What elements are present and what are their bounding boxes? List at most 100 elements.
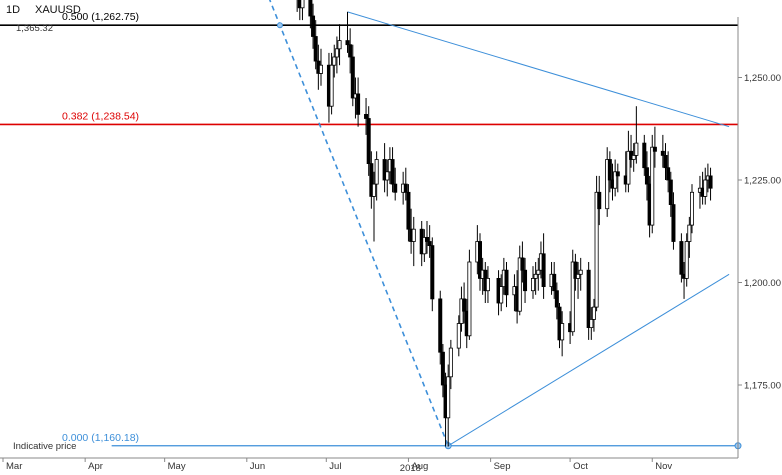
fib-level-label: 0.500 (1,262.75)	[62, 11, 139, 23]
candle	[300, 0, 305, 21]
candle-body-up	[626, 150, 631, 185]
candle-body-up	[613, 171, 618, 189]
candle	[499, 274, 504, 312]
triangle-upper-line[interactable]	[347, 11, 730, 128]
candle-body-up	[594, 191, 599, 308]
candle-body-up	[578, 269, 583, 275]
candle-body-up	[703, 179, 708, 197]
fibonacci-retracement[interactable]: 1.000 (1,365.32)0.618 (1,286.96)0.500 (1…	[0, 0, 742, 450]
candle	[650, 134, 655, 234]
price-tick-label: 1,175.00	[744, 381, 781, 392]
time-axis[interactable]: Mar Apr May Jun Jul Aug Sep Oct Nov 2018	[0, 457, 738, 474]
candle	[356, 77, 361, 127]
candle-body-down	[552, 273, 557, 292]
candle	[430, 237, 435, 312]
candle-body-up	[687, 224, 692, 242]
candle-body-up	[531, 277, 536, 292]
candle-body-up	[448, 347, 453, 378]
candle	[345, 11, 350, 53]
candle	[448, 339, 453, 390]
candle	[660, 134, 665, 168]
candle	[308, 0, 313, 29]
candle-body-down	[668, 179, 673, 206]
candle-body-up	[536, 269, 541, 275]
candle	[576, 262, 581, 299]
triangle-lower-line[interactable]	[447, 273, 730, 447]
candle-body-down	[644, 167, 649, 185]
candle-body-down	[308, 0, 313, 17]
candle-body-up	[334, 48, 339, 58]
time-tick-label: Aug	[411, 461, 428, 472]
candle	[607, 151, 612, 193]
time-tick-label: Jul	[329, 461, 341, 472]
candle-body-up	[634, 142, 639, 156]
candle	[382, 143, 387, 193]
candle-body-down	[369, 163, 374, 197]
trendline-mid-handle[interactable]	[276, 22, 283, 29]
candle-body-down	[393, 183, 398, 193]
time-tick-label: Oct	[573, 461, 588, 472]
candle-body-down	[364, 114, 369, 119]
candle	[570, 249, 575, 336]
candle	[411, 216, 416, 267]
candle-body-down	[586, 269, 591, 329]
candle-body-up	[300, 0, 305, 9]
candle-body-up	[650, 146, 655, 226]
candle-body-down	[356, 93, 361, 115]
candle	[427, 225, 432, 258]
candle	[690, 184, 695, 234]
candle	[591, 298, 596, 332]
price-axis[interactable]: 1,175.001,200.001,225.001,250.001,275.00…	[737, 0, 781, 458]
candle-body-up	[605, 159, 610, 210]
candle	[541, 233, 546, 299]
candle-body-down	[477, 241, 482, 279]
candle	[462, 282, 467, 324]
candle-body-down	[607, 159, 612, 181]
interval-label[interactable]: 1D	[6, 4, 20, 16]
candle	[523, 257, 528, 303]
candle-body-up	[576, 273, 581, 279]
candle-body-down	[345, 40, 350, 46]
candle	[422, 229, 427, 262]
candle-body-down	[671, 204, 676, 242]
candle	[296, 0, 298, 12]
candle-body-up	[570, 261, 575, 333]
fib-level-label: 0.382 (1,238.54)	[62, 110, 139, 122]
candle	[578, 257, 583, 291]
indicative-price-label: Indicative price	[13, 441, 76, 452]
symbol-label[interactable]: XAUUSD	[35, 4, 81, 16]
candle-body-down	[382, 159, 387, 181]
candle-body-down	[666, 167, 671, 181]
candle	[337, 24, 342, 66]
time-tick-label: Mar	[6, 461, 22, 472]
candle	[687, 216, 692, 258]
candle	[589, 307, 594, 340]
candle	[615, 163, 620, 193]
candle	[668, 171, 673, 217]
candle	[597, 175, 602, 226]
candle-body-down	[597, 191, 602, 210]
candle	[631, 143, 636, 172]
price-tick-label: 1,250.00	[744, 73, 781, 84]
candle-body-up	[499, 286, 504, 304]
candle-body-up	[337, 40, 342, 50]
candle	[366, 106, 371, 176]
candle-body-up	[560, 323, 565, 341]
trendlines[interactable]	[109, 0, 730, 450]
candle	[403, 167, 408, 201]
candle-body-down	[679, 241, 684, 275]
peak-price-label: 1,365.32	[16, 23, 53, 34]
candle-body-down	[504, 269, 509, 296]
fib-trendline[interactable]	[112, 0, 449, 447]
candle-body-down	[573, 261, 578, 279]
price-tick-label: 1,200.00	[744, 278, 781, 289]
candle	[393, 167, 398, 201]
fib-level-label: 0.000 (1,160.18)	[62, 432, 139, 444]
candle-body-down	[523, 269, 528, 292]
candle	[467, 249, 472, 340]
candle-body-up	[684, 241, 689, 279]
candle-body-up	[631, 154, 636, 160]
candle-body-down	[660, 150, 665, 156]
candle	[332, 44, 337, 78]
